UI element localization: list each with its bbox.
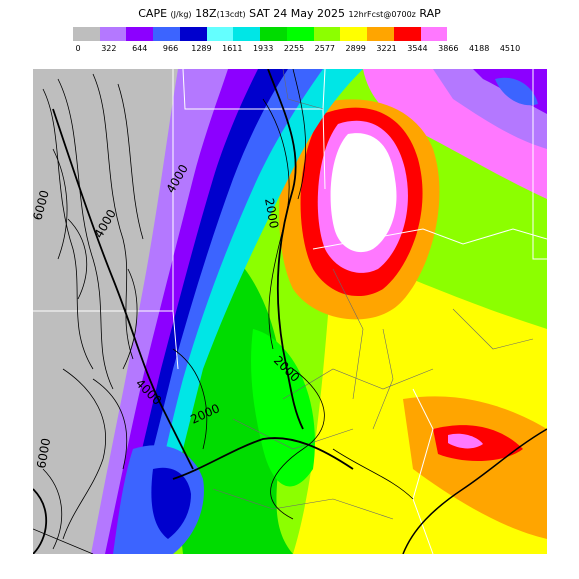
legend-tick-label: 966 — [162, 44, 179, 53]
county-lines — [212, 69, 534, 520]
legend-swatch — [260, 27, 287, 41]
legend-tick-label: 2577 — [314, 44, 336, 53]
title-field: CAPE — [138, 7, 168, 20]
legend-swatch — [99, 27, 127, 41]
legend-swatch — [233, 27, 261, 41]
title-date: SAT 24 May 2025 — [249, 7, 345, 20]
cape-contours-major — [33, 69, 354, 554]
legend-tick-label: 3544 — [407, 44, 428, 53]
coastline — [402, 428, 547, 554]
legend-tick-label: 322 — [101, 44, 117, 53]
legend-swatch — [126, 27, 154, 41]
contour-label-2000-north: 2000 — [262, 197, 281, 230]
color-legend — [73, 27, 475, 41]
legend-tick-label: 1289 — [191, 44, 212, 53]
legend-swatch — [367, 27, 394, 41]
region-blue-northeast — [495, 77, 538, 106]
region-white-core — [330, 133, 397, 253]
legend-ticks: 0 322 644 966 1289 1611 1933 2255 2577 2899 3221 35… — [0, 44, 579, 58]
legend-tick-label: 644 — [132, 44, 148, 53]
title-units: (J/kg) — [170, 10, 192, 19]
state-boundaries — [33, 69, 547, 554]
title-model: RAP — [419, 7, 441, 20]
contour-label-6000-south: 6000 — [34, 437, 53, 470]
legend-tick-label: 1933 — [252, 44, 274, 53]
title-local-time: (13cdt) — [216, 10, 246, 19]
legend-tick-label: 1611 — [222, 44, 243, 53]
map-title: CAPE (J/kg) 18Z(13cdt) SAT 24 May 2025 1… — [0, 7, 579, 20]
legend-swatch — [340, 27, 368, 41]
legend-swatch — [206, 27, 234, 41]
legend-swatch — [313, 27, 341, 41]
legend-swatch — [393, 27, 421, 41]
legend-tick-label: 3221 — [376, 44, 397, 53]
region-pink-east — [448, 433, 483, 449]
legend-tick-label: 4510 — [499, 44, 521, 53]
cape-map: 6000 4000 4000 2000 2000 4000 2000 6000 — [33, 69, 547, 554]
region-darkblue-south — [151, 467, 191, 539]
map-canvas: 6000 4000 4000 2000 2000 4000 2000 6000 — [33, 69, 547, 554]
legend-swatch — [179, 27, 207, 41]
legend-swatch — [447, 27, 475, 41]
legend-tick-label: 0 — [75, 44, 81, 53]
legend-tick-label: 3866 — [438, 44, 459, 53]
legend-swatch — [73, 27, 100, 41]
legend-swatch — [153, 27, 180, 41]
legend-tick-label: 4188 — [468, 44, 490, 53]
region-blue-belt — [103, 69, 323, 554]
legend-tick-label: 2255 — [283, 44, 305, 53]
legend-tick-label: 2899 — [345, 44, 366, 53]
title-valid-hour: 18Z — [195, 7, 217, 20]
legend-swatch — [420, 27, 448, 41]
title-forecast: 12hrFcst@0700z — [348, 10, 416, 19]
legend-swatch — [286, 27, 314, 41]
